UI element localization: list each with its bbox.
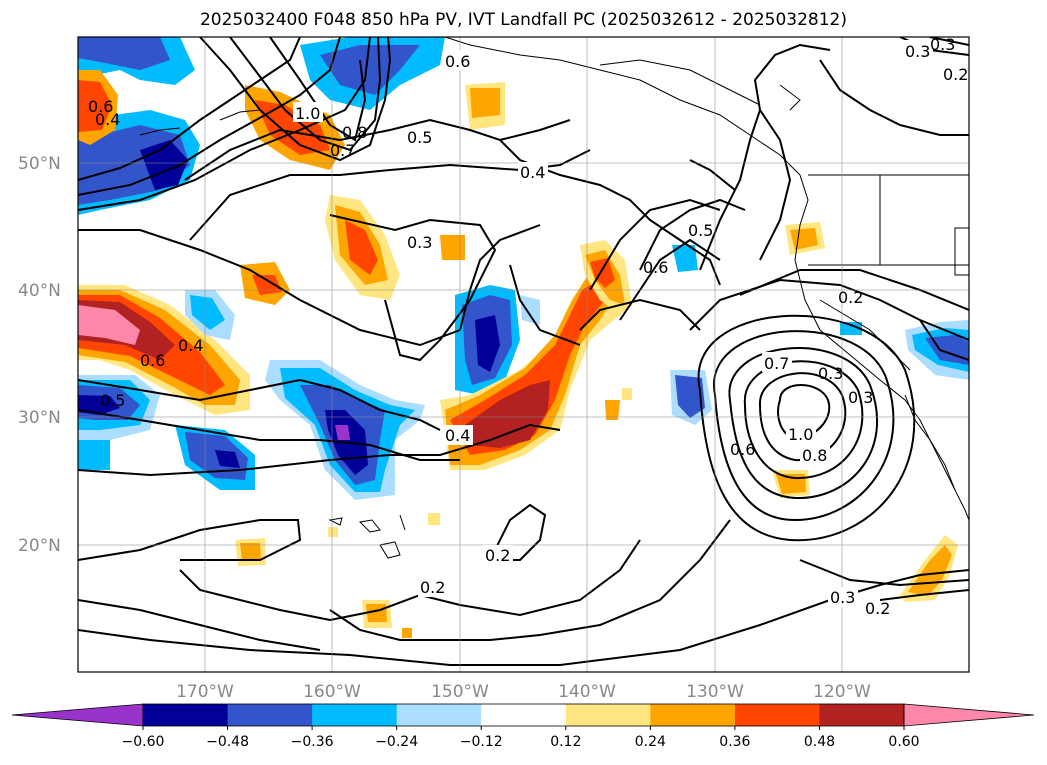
contour-labels: 0.6 1.0 0.8 0.7 0.5 0.4 0.3 0.6 0.5 0.6 … [88, 35, 968, 618]
map-title: 2025032400 F048 850 hPa PV, IVT Landfall… [199, 10, 847, 30]
contour-label: 0.3 [930, 35, 955, 54]
colorbar-tick-label: −0.12 [460, 734, 503, 750]
coastline-layer [139, 37, 969, 559]
colorbar-segment [565, 704, 651, 726]
colorbar-segment [734, 704, 820, 726]
lon-label: 120°W [813, 682, 871, 702]
contour-label: 0.5 [407, 128, 432, 147]
contour-label: 0.4 [520, 163, 545, 182]
contour-label: 0.6 [88, 97, 113, 116]
colorbar-tick-label: 0.24 [635, 734, 666, 750]
contour-label: 1.0 [788, 425, 813, 444]
lon-label: 170°W [176, 682, 234, 702]
colorbar-tick-label: −0.36 [291, 734, 334, 750]
contour-label: 0.5 [100, 391, 125, 410]
colorbar: −0.60 −0.48 −0.36 −0.24 −0.12 0.12 0.24 0.36 0.4… [11, 703, 1035, 750]
contour-label: 0.3 [848, 388, 873, 407]
colorbar-segment [650, 704, 736, 726]
colorbar-outline [142, 703, 905, 727]
lon-label: 140°W [558, 682, 616, 702]
colorbar-tick-label: −0.48 [206, 734, 249, 750]
lon-label: 160°W [303, 682, 361, 702]
contour-label: 0.2 [943, 65, 968, 84]
contour-label: 0.6 [445, 52, 470, 71]
lat-label: 20°N [18, 536, 61, 556]
lat-label: 30°N [18, 408, 61, 428]
colorbar-extend-high [903, 703, 1035, 727]
contour-label: 0.6 [140, 351, 165, 370]
colorbar-tick-label: 0.36 [719, 734, 750, 750]
contour-label: 0.8 [342, 123, 367, 142]
contour-label: 0.2 [485, 546, 510, 565]
colorbar-segment [143, 704, 229, 726]
colorbar-tick-label: −0.24 [375, 734, 418, 750]
contour-label: 0.7 [764, 354, 789, 373]
contour-label: 0.4 [178, 336, 203, 355]
contour-label: 0.4 [95, 110, 120, 129]
contour-label: 0.3 [407, 233, 432, 252]
pv-shading-layer [78, 37, 969, 638]
colorbar-segment [819, 704, 905, 726]
contour-label: 0.3 [830, 588, 855, 607]
contour-label: 0.2 [420, 578, 445, 597]
lat-label: 50°N [18, 154, 61, 174]
contour-label: 0.5 [688, 221, 713, 240]
colorbar-tick-label: 0.12 [550, 734, 581, 750]
contour-label: 0.2 [838, 288, 863, 307]
colorbar-tick-label: −0.60 [122, 734, 165, 750]
colorbar-tick-label: 0.48 [804, 734, 835, 750]
map-frame [77, 36, 970, 673]
contour-label: 0.3 [818, 364, 843, 383]
contour-label: 0.3 [905, 42, 930, 61]
contour-label: 0.6 [730, 440, 755, 459]
contour-label: 0.6 [643, 258, 668, 277]
colorbar-segment [481, 704, 567, 726]
lon-label: 150°W [431, 682, 489, 702]
contour-label: 0.7 [330, 141, 355, 160]
lon-label: 130°W [686, 682, 744, 702]
lat-label: 40°N [18, 281, 61, 301]
contour-label: 0.4 [445, 426, 470, 445]
contour-label: 0.2 [865, 599, 890, 618]
colorbar-segment [312, 704, 398, 726]
colorbar-segment [227, 704, 313, 726]
colorbar-segment [396, 704, 482, 726]
contour-label: 0.8 [802, 446, 827, 465]
colorbar-tick-label: 0.60 [888, 734, 919, 750]
colorbar-extend-low [11, 703, 144, 727]
contour-label: 1.0 [295, 104, 320, 123]
